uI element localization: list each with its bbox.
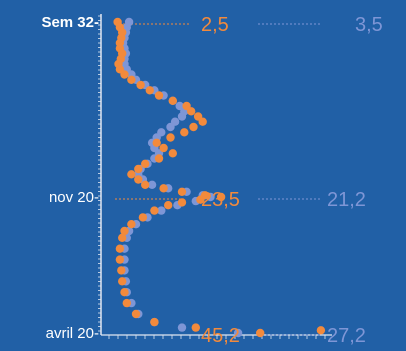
orange-value-label: 23,5 xyxy=(201,189,240,211)
orange-data-point xyxy=(134,175,143,184)
blue-data-point xyxy=(157,206,166,215)
blue-data-point xyxy=(177,323,187,332)
axis-layer: Sem 32- nov 20- avril 20- xyxy=(41,14,332,342)
orange-data-point xyxy=(141,159,150,168)
orange-data-point xyxy=(118,233,127,242)
orange-data-point xyxy=(256,328,265,338)
blue-value-label: 27,2 xyxy=(327,325,366,347)
orange-data-point xyxy=(168,96,177,106)
orange-data-point xyxy=(177,198,187,207)
blue-data-point xyxy=(147,180,157,189)
orange-data-point xyxy=(115,255,125,264)
blue-value-label: 3,5 xyxy=(355,14,383,36)
orange-data-point xyxy=(189,122,198,132)
orange-data-point xyxy=(150,206,159,215)
y-tick-label: avril 20- xyxy=(46,325,99,342)
label-layer: 2,5 3,5 23,5 21,2 45,2 27,2 xyxy=(201,14,383,347)
orange-data-point xyxy=(118,277,127,286)
orange-data-point xyxy=(122,298,131,308)
orange-data-point xyxy=(120,226,129,236)
orange-data-point xyxy=(159,184,168,193)
orange-data-point xyxy=(127,220,136,229)
orange-data-point xyxy=(127,75,136,85)
orange-data-point xyxy=(198,117,207,126)
orange-data-point xyxy=(180,128,189,137)
orange-data-point xyxy=(120,288,129,297)
blue-data-point xyxy=(233,328,243,338)
series-orange xyxy=(113,17,326,338)
orange-value-label: 45,2 xyxy=(201,325,240,347)
blue-value-label: 21,2 xyxy=(327,189,366,211)
orange-data-point xyxy=(134,164,143,174)
orange-data-point xyxy=(115,244,125,253)
orange-data-point xyxy=(187,107,196,116)
orange-data-point xyxy=(117,266,126,275)
orange-data-point xyxy=(196,195,205,204)
orange-data-point xyxy=(120,70,129,79)
orange-data-point xyxy=(191,323,200,332)
orange-data-point xyxy=(131,309,141,319)
orange-data-point xyxy=(154,154,164,163)
blue-data-point xyxy=(166,122,175,132)
blue-data-point xyxy=(177,112,187,121)
orange-data-point xyxy=(152,138,161,147)
orange-data-point xyxy=(168,149,177,158)
orange-data-point xyxy=(138,213,148,222)
y-tick-label: nov 20- xyxy=(49,189,99,206)
orange-data-point xyxy=(164,201,173,210)
orange-data-point xyxy=(136,80,145,90)
orange-data-point xyxy=(177,187,187,196)
orange-value-label: 2,5 xyxy=(201,14,229,36)
y-tick-label: Sem 32- xyxy=(41,14,99,31)
orange-data-point xyxy=(127,170,136,179)
orange-data-point xyxy=(150,317,159,327)
orange-data-point xyxy=(154,91,164,100)
orange-data-point xyxy=(166,133,175,142)
orange-data-point xyxy=(145,86,154,95)
orange-data-point xyxy=(141,180,150,189)
orange-data-point xyxy=(216,192,226,202)
orange-data-point xyxy=(159,143,168,153)
orange-data-point xyxy=(316,326,326,335)
